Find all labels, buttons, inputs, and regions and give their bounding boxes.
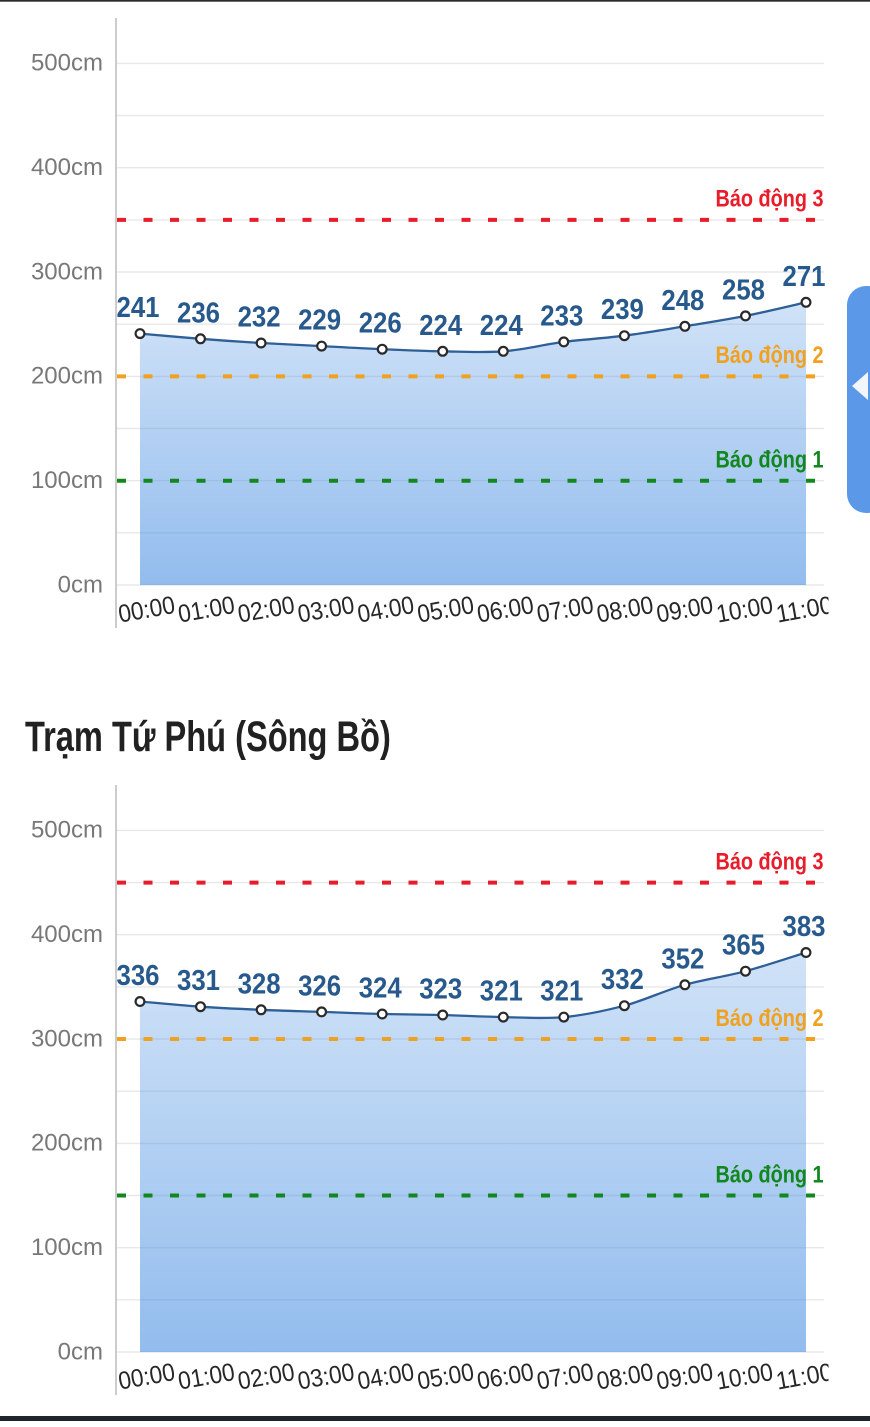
svg-text:200cm: 200cm [31, 1130, 103, 1157]
svg-text:332: 332 [601, 964, 644, 996]
svg-text:232: 232 [238, 302, 281, 334]
svg-text:11:00: 11:00 [774, 591, 835, 628]
svg-text:236: 236 [177, 297, 220, 329]
svg-text:Báo động 1: Báo động 1 [716, 447, 824, 474]
svg-text:239: 239 [601, 294, 644, 326]
svg-text:10:00: 10:00 [714, 1358, 775, 1395]
svg-text:248: 248 [661, 285, 704, 317]
svg-text:300cm: 300cm [31, 1025, 103, 1052]
svg-text:226: 226 [359, 308, 402, 340]
svg-text:05:00: 05:00 [415, 1358, 476, 1395]
svg-text:323: 323 [419, 974, 462, 1006]
svg-text:06:00: 06:00 [475, 591, 536, 628]
svg-text:04:00: 04:00 [355, 591, 416, 628]
svg-text:500cm: 500cm [31, 817, 103, 844]
svg-text:258: 258 [722, 274, 765, 306]
svg-text:300cm: 300cm [31, 258, 103, 285]
svg-text:336: 336 [117, 960, 160, 992]
svg-text:03:00: 03:00 [296, 591, 357, 628]
svg-text:383: 383 [783, 911, 826, 943]
svg-text:00:00: 00:00 [116, 1358, 177, 1395]
svg-text:324: 324 [359, 973, 402, 1005]
svg-text:224: 224 [480, 310, 523, 342]
svg-text:328: 328 [238, 968, 281, 1000]
svg-text:07:00: 07:00 [535, 591, 596, 628]
svg-text:Báo động 2: Báo động 2 [716, 1005, 824, 1032]
svg-text:400cm: 400cm [31, 921, 103, 948]
svg-text:241: 241 [117, 292, 160, 324]
svg-text:Báo động 3: Báo động 3 [716, 848, 824, 875]
svg-text:06:00: 06:00 [475, 1358, 536, 1395]
svg-text:01:00: 01:00 [176, 1358, 237, 1395]
svg-text:229: 229 [298, 305, 341, 337]
svg-text:11:00: 11:00 [774, 1358, 835, 1395]
svg-text:224: 224 [419, 310, 462, 342]
svg-text:05:00: 05:00 [415, 591, 476, 628]
svg-text:365: 365 [722, 930, 765, 962]
svg-text:321: 321 [540, 976, 583, 1008]
svg-text:200cm: 200cm [31, 363, 103, 390]
svg-text:00:00: 00:00 [116, 591, 177, 628]
svg-text:Báo động 2: Báo động 2 [716, 342, 824, 369]
svg-text:400cm: 400cm [31, 154, 103, 181]
svg-text:03:00: 03:00 [296, 1358, 357, 1395]
svg-text:07:00: 07:00 [535, 1358, 596, 1395]
svg-text:331: 331 [177, 965, 220, 997]
svg-text:100cm: 100cm [31, 1234, 103, 1261]
svg-text:352: 352 [661, 943, 704, 975]
svg-text:04:00: 04:00 [355, 1358, 416, 1395]
svg-text:01:00: 01:00 [176, 591, 237, 628]
svg-text:Báo động 1: Báo động 1 [716, 1161, 824, 1188]
svg-text:08:00: 08:00 [595, 591, 656, 628]
svg-text:271: 271 [783, 261, 826, 293]
svg-text:233: 233 [540, 300, 583, 332]
svg-text:10:00: 10:00 [714, 591, 775, 628]
svg-text:02:00: 02:00 [236, 591, 297, 628]
svg-text:02:00: 02:00 [236, 1358, 297, 1395]
svg-text:100cm: 100cm [31, 467, 103, 494]
svg-text:0cm: 0cm [58, 1338, 103, 1365]
svg-text:09:00: 09:00 [654, 1358, 715, 1395]
svg-text:500cm: 500cm [31, 50, 103, 77]
svg-text:Báo động 3: Báo động 3 [716, 186, 824, 213]
svg-text:326: 326 [298, 970, 341, 1002]
svg-text:0cm: 0cm [58, 571, 103, 598]
svg-text:09:00: 09:00 [654, 591, 715, 628]
svg-text:08:00: 08:00 [595, 1358, 656, 1395]
svg-text:321: 321 [480, 976, 523, 1008]
